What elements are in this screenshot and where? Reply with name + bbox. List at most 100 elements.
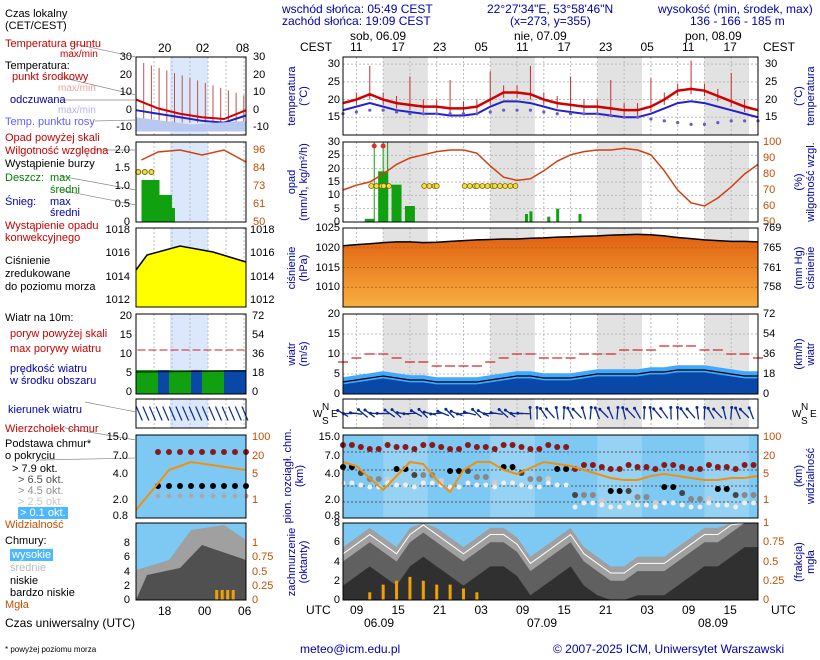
footer-email[interactable]: meteo@icm.edu.pl [300,642,401,656]
wind-arrow [498,409,509,418]
wind-arrow-head [734,406,738,410]
precip-tick-r-0: 100 [763,136,782,148]
wind-arrow [490,411,503,416]
wind-arrow-head [679,407,683,411]
wind-arrow [350,412,363,415]
wind-tick-l-3: 5 [333,368,340,380]
cloud-top-dot [679,464,686,470]
mini-temp-tick-r-2: 10 [253,86,266,98]
mini-wind-tick-l-2: 10 [119,348,132,360]
mini-cloud-top [188,449,194,455]
cloud-base-dot-low [527,484,533,490]
legend-leader [59,189,137,206]
dew-point [515,108,519,112]
wind-arrow-head [545,407,549,411]
bottom-hour-3: 03 [474,603,488,617]
cloud-base-dot-low [518,482,524,488]
cloud-top-dot [643,464,650,470]
legend-clouds-mid: średnie [10,562,47,574]
wind-arrow [607,407,614,420]
mini-hour-1: 20 [158,41,172,55]
mini-temp-tick-r-3: 0 [253,103,260,116]
wind-arrow [739,408,750,419]
dew-point [461,112,466,116]
cloud-top-dot [580,462,587,468]
dew-point [381,108,385,112]
dew-point [502,108,506,112]
wind-arrow-head [390,408,394,412]
storm-marker [512,183,519,189]
mini-cloud-base [232,483,238,489]
wind-frame [342,313,759,395]
mini-wind-arrow [148,406,157,421]
cloud-base-dot [723,486,730,492]
cloud-top-dot [464,442,471,448]
cloud-top-dot [411,446,418,452]
wind-line [342,369,758,383]
bottom-hour-9: 15 [723,603,737,617]
wind-arrow-head [621,406,625,410]
precip-tick-r-1: 90 [763,152,776,164]
day-label-2: nie, 07.09 [514,29,567,43]
cloud-base-dot [420,472,427,478]
cloud-tick-r-3: 1 [763,494,770,506]
legend-dew: Temp. punktu rosy [5,116,95,128]
wind-arrow-head [676,406,680,410]
coords-text: 22°27'34"E, 53°58'46"N [487,2,614,16]
wind-arrow [616,407,619,420]
mini-precip-tick-l-4: 0 [123,216,130,228]
dew-point [729,119,733,123]
top-hour-2: 23 [433,40,447,54]
cloud-base-dot [482,474,489,480]
cloud-top-dot [616,466,623,472]
mini-temp-tick-l-3: 0 [125,103,132,116]
storm-marker [466,183,473,189]
mini-wind-green [202,370,224,394]
date-label-2: 07.09 [527,616,558,630]
mini-visibility [135,460,247,511]
mini-wind-arrow [201,406,209,421]
wind-arrow-head [571,407,575,411]
cloud-base-dot-low [724,502,730,508]
legend-temp-maxmin: max/min [58,83,96,94]
pressure-frame [342,227,759,308]
legend-leader [64,427,137,441]
mini-precip-tick-r-4: 50 [253,216,266,228]
cloud-top-dot [500,442,507,448]
cover-tick-l-3: 2 [333,574,340,587]
cloud-top-dot [429,442,436,448]
cloud-top-dot [375,446,382,452]
cloud-top-dot [447,446,454,452]
wind-arrow [748,407,755,420]
storm-marker [484,183,491,189]
bottom-hour-8: 09 [682,603,696,617]
mini-cloud-base2 [221,493,227,499]
wind-arrow [633,407,642,420]
pressure-line [342,233,759,247]
compass-s-l: S [322,416,329,427]
mini-fog-bar [226,590,230,600]
cover-tick-l-1: 6 [333,536,340,549]
legend-rain-avg: średni [50,184,80,196]
wind-arrow-head [648,406,652,410]
mini-cloud-bg [136,435,246,518]
cloud-base-dot [411,472,418,478]
mini-wind-tick-r-1: 54 [252,329,265,341]
cloud-base-dot [741,492,748,498]
cloud-base-dot [661,484,668,490]
mini-wind-tick-r-0: 72 [252,310,265,322]
mini-hour-3: 08 [236,41,250,55]
mini-fog-bar [215,590,219,600]
cloud-top-dot [723,464,730,470]
press-tick-l-1: 1020 [315,241,340,254]
mini-wind-line [135,370,247,373]
wind-arrow [722,407,727,420]
legend-leader [59,175,137,191]
bottom-hour-4: 09 [516,603,530,617]
precip-tick-l-5: 5 [333,202,340,215]
cloud-top-dot [366,446,373,452]
wind-arrow-head [383,408,387,412]
axis-title-cover-r: (frakcja) mgła [793,542,817,582]
press-tick-r-1: 765 [763,241,782,254]
cloud-base-dot [509,464,516,470]
